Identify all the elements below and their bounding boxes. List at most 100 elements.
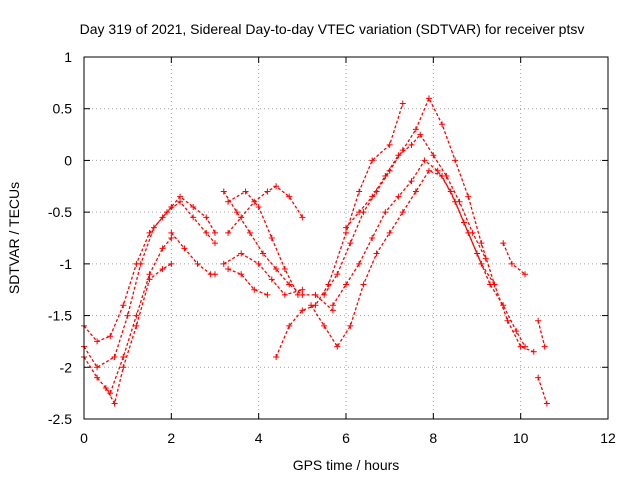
data-point — [373, 188, 380, 195]
data-point — [478, 240, 485, 247]
data-point — [321, 291, 328, 298]
data-point — [242, 188, 249, 195]
data-point — [146, 271, 153, 278]
data-point — [299, 286, 306, 293]
data-point — [190, 214, 197, 221]
series-line — [227, 190, 299, 296]
x-tick-label: 10 — [513, 430, 529, 446]
data-point — [425, 167, 432, 174]
x-tick-label: 4 — [255, 430, 263, 446]
series-sat-i — [225, 183, 306, 236]
y-tick-label: -2.5 — [48, 411, 72, 427]
chart-title: Day 319 of 2021, Sidereal Day-to-day VTE… — [80, 21, 585, 37]
data-point — [482, 255, 489, 262]
series-line — [537, 320, 546, 347]
data-point — [124, 312, 131, 319]
data-point — [220, 260, 227, 267]
series-line — [223, 252, 303, 296]
grid — [84, 57, 608, 419]
data-series — [81, 95, 550, 407]
data-point — [107, 333, 114, 340]
data-point — [443, 172, 450, 179]
data-point — [386, 229, 393, 236]
data-point — [312, 291, 319, 298]
data-point — [159, 245, 166, 252]
series-sat-b — [81, 198, 218, 371]
data-point — [369, 157, 376, 164]
data-point — [281, 266, 288, 273]
data-point — [238, 271, 245, 278]
data-point — [508, 260, 515, 267]
data-point — [530, 348, 537, 355]
data-point — [220, 188, 227, 195]
data-point — [356, 209, 363, 216]
data-point — [541, 343, 548, 350]
y-tick-label: 0 — [64, 152, 72, 168]
data-point — [456, 198, 463, 205]
data-point — [386, 167, 393, 174]
series-line — [83, 200, 216, 369]
data-point — [299, 214, 306, 221]
data-point — [194, 260, 201, 267]
data-point — [111, 353, 118, 360]
data-point — [268, 276, 275, 283]
data-point — [412, 188, 419, 195]
series-line — [170, 232, 215, 275]
data-point — [251, 198, 258, 205]
data-point — [133, 322, 140, 329]
series-sat-f — [220, 250, 306, 298]
data-point — [321, 322, 328, 329]
data-point — [264, 188, 271, 195]
series-sat-r — [535, 374, 550, 407]
plot-frame — [83, 56, 609, 420]
series-sat-p — [500, 240, 529, 278]
data-point — [111, 400, 118, 407]
data-point — [465, 193, 472, 200]
data-point — [238, 250, 245, 257]
data-point — [260, 250, 267, 257]
data-point — [343, 224, 349, 231]
data-point — [159, 266, 166, 273]
data-point — [425, 95, 432, 102]
data-point — [500, 302, 507, 309]
series-line — [537, 377, 548, 404]
series-line — [105, 263, 172, 406]
data-point — [478, 260, 485, 267]
data-point — [382, 209, 389, 216]
data-point — [329, 307, 336, 314]
data-point — [177, 198, 184, 205]
data-point — [94, 338, 101, 345]
series-sat-d — [102, 260, 175, 407]
data-point — [395, 193, 402, 200]
data-point — [255, 260, 262, 267]
data-point — [133, 312, 140, 319]
data-point — [146, 229, 153, 236]
x-tick-label: 6 — [342, 430, 350, 446]
data-point — [386, 141, 393, 148]
data-point — [168, 260, 175, 267]
data-point — [373, 250, 380, 257]
data-point — [137, 260, 144, 267]
data-point — [408, 178, 415, 185]
data-point — [500, 240, 507, 247]
series-line — [323, 96, 535, 353]
x-tick-label: 0 — [80, 430, 88, 446]
series-line — [345, 133, 487, 259]
data-point — [491, 281, 498, 288]
data-point — [94, 364, 101, 371]
data-point — [347, 240, 354, 247]
data-point — [469, 229, 476, 236]
data-point — [522, 343, 529, 350]
data-point — [294, 291, 301, 298]
x-tick-label: 8 — [429, 430, 437, 446]
data-point — [543, 400, 550, 407]
data-point — [225, 229, 232, 236]
data-point — [120, 353, 127, 360]
data-point — [412, 126, 419, 133]
data-point — [395, 152, 402, 159]
data-point — [273, 353, 280, 360]
data-point — [225, 266, 232, 273]
series-sat-k — [273, 100, 406, 360]
data-point — [212, 271, 218, 278]
